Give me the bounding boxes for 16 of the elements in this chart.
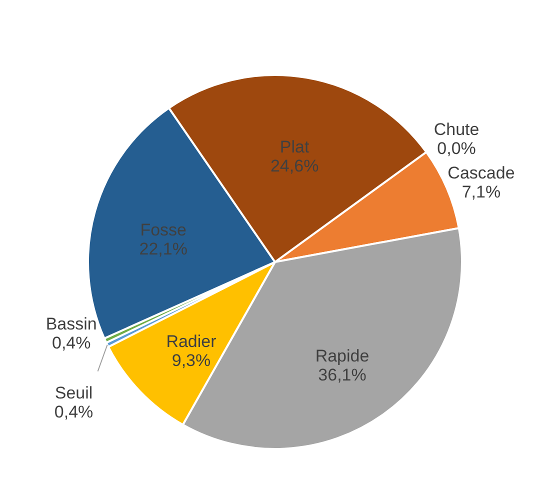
slice-label: Plat <box>280 138 310 157</box>
slice-label: Fosse <box>140 220 187 240</box>
slice-label: Radier <box>166 332 217 352</box>
data-label: 24,6% <box>270 156 319 176</box>
text: 0,0% <box>437 139 476 158</box>
slice-label: Rapide <box>315 346 370 366</box>
category-label: Chute <box>434 120 480 140</box>
data-label: 36,1% <box>318 365 366 384</box>
data-label: 0,4% <box>54 402 94 422</box>
slice-label: Seuil <box>54 383 93 402</box>
data-label: 0,4% <box>52 333 91 352</box>
slice-label: Bassin <box>46 314 97 334</box>
data-label: 7,1% <box>462 182 501 202</box>
slice-label: Cascade <box>448 164 515 183</box>
data-label: 22,1% <box>139 240 188 259</box>
data-label: 9,3% <box>172 351 211 370</box>
